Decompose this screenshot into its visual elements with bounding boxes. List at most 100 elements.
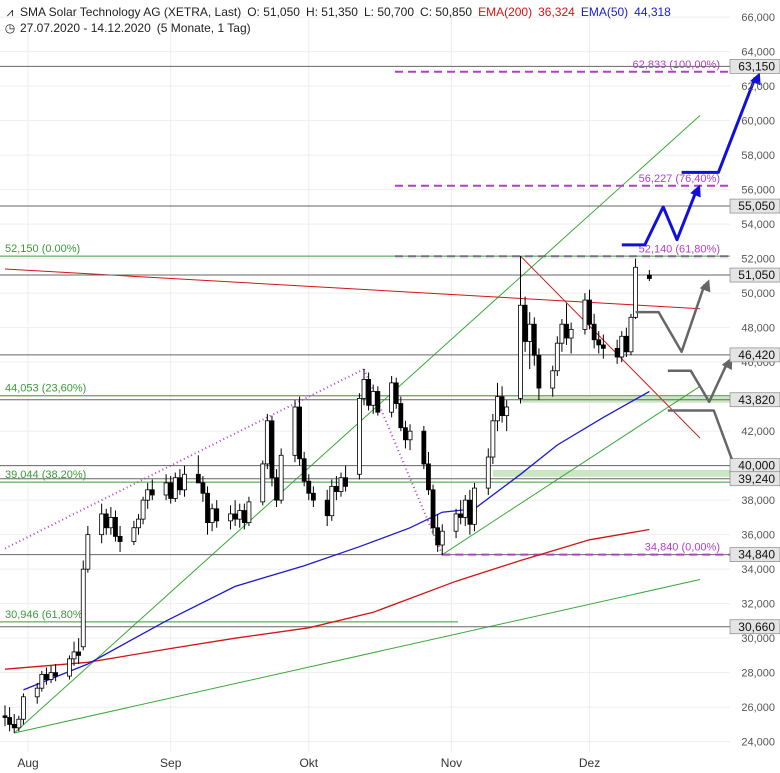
candle-body: [600, 344, 606, 349]
candle-body: [458, 513, 464, 518]
candle: [228, 505, 233, 530]
candle-body: [554, 342, 560, 372]
trend-lines: [4, 115, 701, 734]
candle: [596, 331, 602, 354]
candle-body: [453, 513, 459, 532]
candle-body: [490, 420, 496, 458]
fib-green-label: 52,150 (0.00%): [5, 243, 80, 255]
candle-body: [209, 508, 215, 523]
candle-body: [370, 391, 376, 406]
candle: [559, 319, 565, 352]
candle-body: [495, 396, 500, 422]
price-level-label: 55,050: [738, 199, 775, 213]
candle-body: [177, 477, 183, 491]
price-level-label: 43,820: [738, 393, 775, 407]
candle: [269, 415, 275, 487]
candle-body: [310, 492, 316, 501]
candle-body: [140, 499, 146, 520]
candle-body: [7, 717, 13, 725]
ema50-label: EMA(50): [580, 5, 629, 19]
candle: [85, 526, 91, 573]
candle: [435, 513, 441, 552]
candle-body: [375, 391, 381, 413]
candle: [393, 377, 399, 409]
open-value: O: 51,050: [247, 5, 300, 19]
candle: [646, 269, 652, 282]
candle: [504, 400, 510, 432]
y-tick-label: 50,000: [741, 288, 775, 300]
candle: [426, 451, 431, 495]
fib-purple-label: 34,840 (0,00%): [645, 542, 720, 554]
candle-body: [71, 651, 77, 660]
low-value: L: 50,700: [363, 5, 415, 19]
candle-body: [366, 379, 372, 406]
candle-body: [499, 396, 505, 417]
candle-body: [536, 354, 542, 389]
candle: [80, 560, 86, 651]
price-level-label: 30,660: [738, 620, 775, 634]
candle: [48, 665, 54, 684]
candle-body: [596, 339, 602, 346]
candle: [375, 386, 381, 416]
candle-body: [172, 477, 178, 499]
fib-purple-label: 62,833 (100,00%): [633, 59, 720, 71]
price-level-label: 63,150: [738, 59, 775, 73]
candle-body: [559, 323, 565, 344]
y-tick-label: 28,000: [741, 668, 775, 680]
candle: [195, 455, 201, 484]
scenario-gray-arrow-2-head: [721, 356, 733, 370]
fib-green-label: 39,044 (38,20%): [5, 469, 86, 481]
trendline-flat: [14, 579, 701, 734]
candle: [11, 714, 17, 734]
candle: [39, 670, 45, 692]
candle: [7, 707, 13, 732]
scenario-up-arrow-2: [681, 76, 757, 174]
candle: [310, 486, 316, 508]
price-level-box: [729, 471, 780, 487]
candles: [2, 256, 652, 734]
candle: [522, 296, 528, 352]
candle-body: [430, 489, 436, 529]
candle: [209, 503, 215, 532]
candle-body: [264, 420, 270, 465]
candle-body: [260, 463, 266, 503]
candle: [628, 313, 634, 356]
candle: [200, 476, 206, 502]
y-tick-label: 56,000: [741, 185, 775, 197]
candle: [361, 369, 367, 406]
candle: [278, 448, 284, 504]
y-tick-label: 26,000: [741, 702, 775, 714]
close-value: C: 50,850: [420, 5, 473, 19]
candle-body: [76, 651, 82, 656]
candle-body: [39, 673, 45, 689]
candle: [398, 396, 404, 432]
candle-body: [99, 513, 105, 536]
price-level-box: [729, 267, 780, 283]
candle-body: [614, 347, 620, 358]
swing-line-up: [4, 368, 365, 550]
candle-body: [522, 304, 528, 342]
price-level-box: [729, 198, 780, 214]
candle-body: [550, 370, 556, 389]
candle-body: [633, 266, 638, 318]
candle-body: [518, 304, 523, 399]
candle: [623, 327, 629, 357]
moving-averages: [4, 390, 650, 691]
candle: [103, 508, 109, 535]
candle: [430, 484, 436, 535]
price-level-box: [729, 619, 780, 635]
candle: [232, 500, 238, 527]
y-tick-label: 36,000: [741, 530, 775, 542]
ema200-label: EMA(200): [478, 5, 533, 19]
candle-body: [329, 485, 335, 517]
candle: [177, 469, 183, 495]
candle-body: [439, 530, 445, 546]
candle-body: [297, 406, 302, 460]
chart-header-line1: ⩘ SMA Solar Technology AG (XETRA, Last) O:…: [4, 5, 677, 20]
candle-body: [136, 518, 141, 529]
ema200-value: 36,324: [538, 5, 575, 19]
candle-body: [333, 485, 339, 492]
scenario-up-arrow-1-head: [690, 184, 701, 198]
candle-body: [343, 477, 348, 487]
candle-body: [34, 687, 40, 698]
